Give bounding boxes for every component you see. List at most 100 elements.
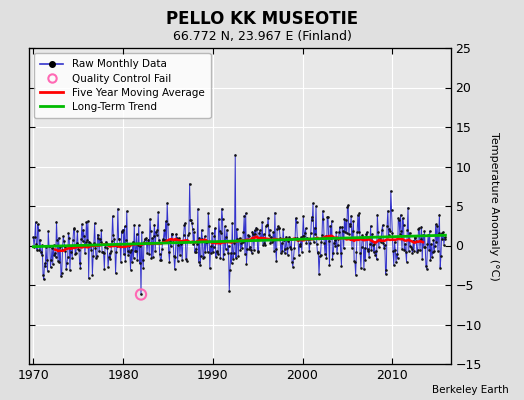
Point [436, 265, 444, 271]
Point [416, 246, 424, 253]
Point [247, 247, 255, 254]
Point [62, 266, 70, 272]
Point [277, 250, 285, 257]
Point [438, 236, 446, 242]
Point [256, 227, 264, 234]
Point [122, 237, 130, 243]
Point [194, 259, 203, 265]
Point [89, 253, 97, 259]
Point [299, 213, 308, 220]
Point [48, 245, 56, 252]
Point [157, 257, 166, 263]
Point [158, 246, 166, 252]
Point [322, 255, 331, 262]
Point [155, 236, 163, 243]
Point [99, 249, 107, 255]
Point [331, 243, 340, 250]
Point [35, 227, 43, 233]
Point [385, 232, 393, 238]
Point [415, 225, 423, 231]
Point [266, 240, 275, 246]
Point [351, 259, 359, 265]
Point [301, 225, 310, 232]
Point [154, 209, 162, 216]
Point [117, 259, 125, 265]
Point [188, 220, 196, 226]
Point [413, 246, 422, 253]
Point [309, 200, 317, 206]
Point [49, 261, 57, 267]
Point [72, 249, 80, 256]
Point [261, 242, 269, 248]
Point [243, 246, 252, 253]
Point [359, 235, 367, 242]
Point [396, 230, 404, 237]
Point [140, 239, 148, 246]
Point [189, 225, 197, 232]
Point [235, 235, 243, 242]
Point [244, 232, 252, 238]
Point [241, 250, 249, 257]
Point [435, 211, 444, 218]
Point [297, 234, 305, 240]
Point [358, 232, 367, 238]
Point [298, 232, 307, 239]
Point [185, 180, 194, 187]
Point [63, 260, 71, 266]
Point [406, 243, 414, 249]
Point [265, 232, 273, 238]
Point [422, 263, 430, 270]
Point [78, 221, 86, 227]
Point [224, 250, 232, 256]
Point [195, 234, 203, 241]
Point [242, 260, 250, 267]
Point [242, 210, 250, 216]
Point [238, 238, 247, 245]
Point [432, 239, 441, 246]
Point [374, 229, 383, 235]
Point [46, 242, 54, 249]
Point [107, 248, 115, 254]
Point [320, 240, 329, 246]
Point [254, 249, 263, 255]
Point [178, 257, 187, 263]
Point [131, 248, 139, 254]
Point [403, 227, 411, 233]
Point [173, 235, 181, 241]
Point [331, 236, 339, 243]
Point [379, 240, 388, 246]
Point [227, 260, 236, 266]
Point [140, 236, 149, 243]
Point [376, 237, 385, 243]
Point [387, 206, 396, 213]
Point [61, 248, 70, 254]
Point [263, 222, 271, 228]
Point [79, 238, 87, 245]
Point [289, 254, 298, 261]
Point [110, 236, 118, 242]
Point [190, 229, 198, 235]
Point [193, 241, 201, 247]
Point [219, 256, 227, 262]
Point [250, 247, 258, 253]
Point [97, 227, 105, 234]
Point [424, 232, 432, 238]
Point [91, 220, 99, 226]
Point [311, 231, 320, 238]
Point [42, 257, 51, 264]
Point [129, 254, 138, 261]
Point [117, 229, 126, 236]
Point [255, 230, 264, 236]
Point [63, 254, 72, 260]
Point [94, 235, 103, 241]
Point [29, 234, 38, 240]
Point [275, 225, 283, 232]
Point [430, 247, 439, 254]
Point [372, 248, 380, 254]
Point [93, 253, 101, 259]
Point [147, 255, 156, 262]
Point [425, 247, 433, 253]
Point [345, 231, 353, 238]
Point [366, 241, 374, 248]
Point [438, 230, 446, 236]
